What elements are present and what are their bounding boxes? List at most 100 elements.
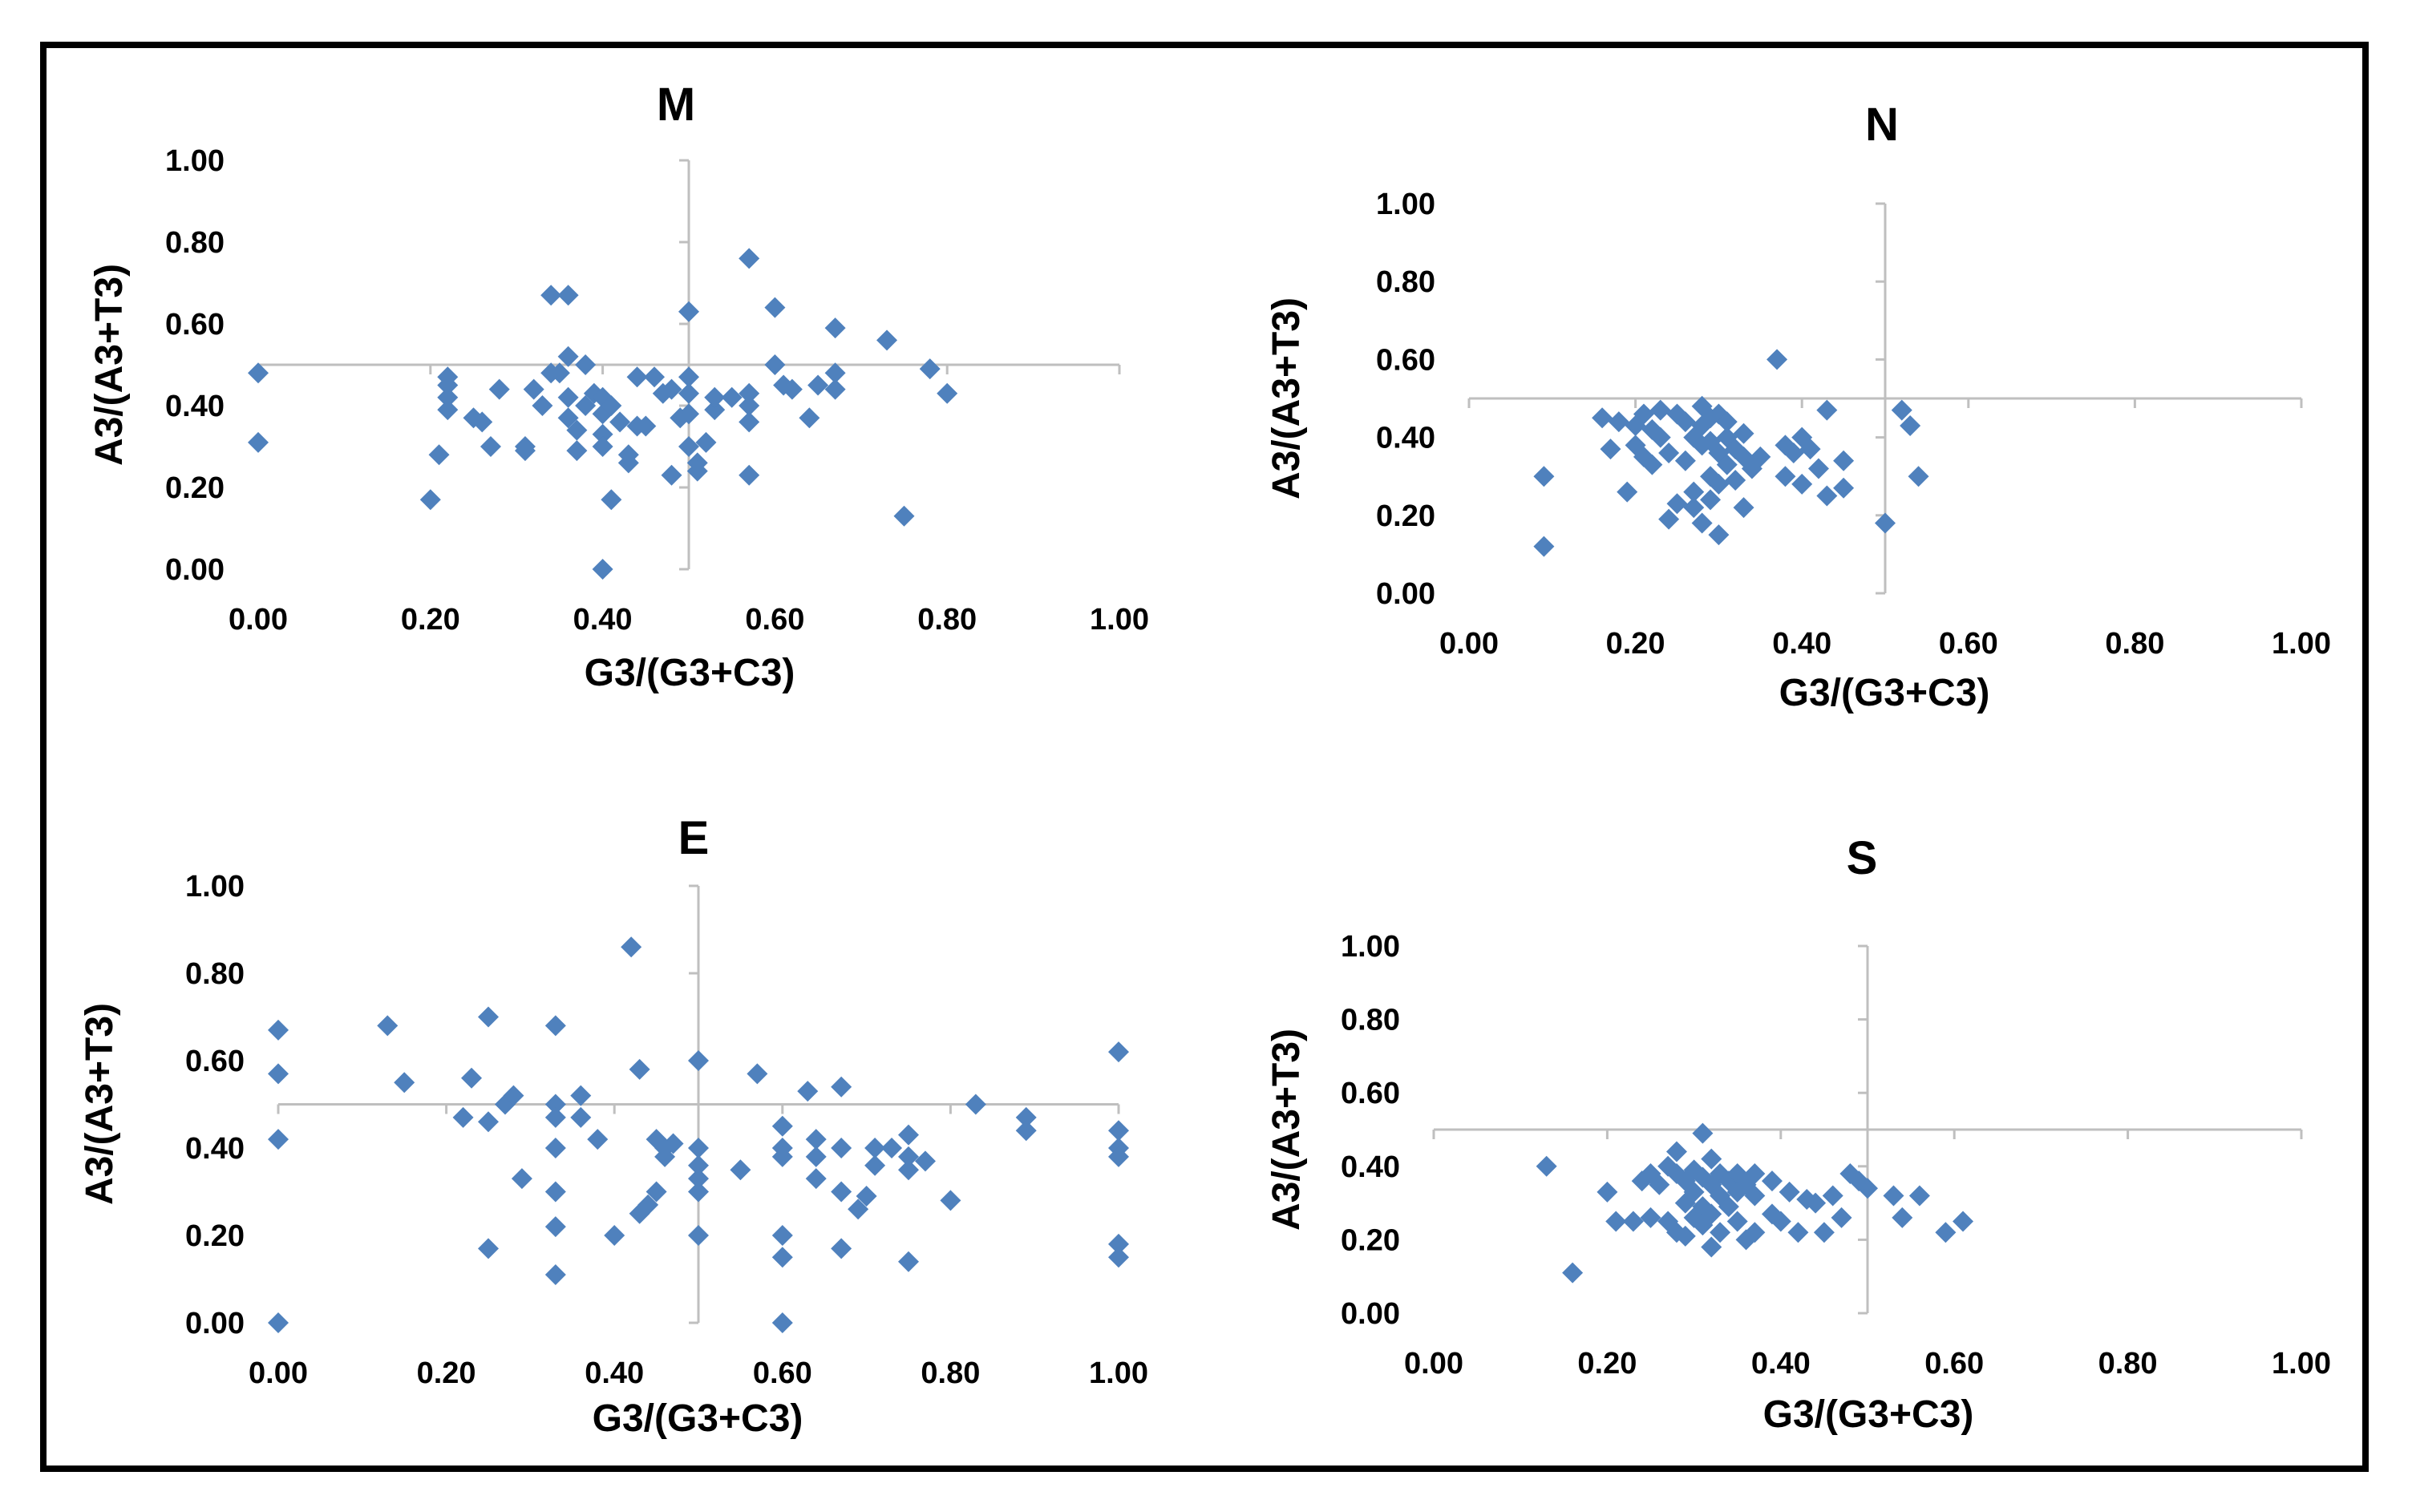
data-point bbox=[377, 1015, 399, 1037]
panel-m: 0.00 0.20 0.40 0.60 0.80 1.00 0.00 0.20 0.40 0.60… bbox=[88, 79, 1149, 694]
data-point bbox=[1622, 1211, 1644, 1232]
data-point bbox=[478, 1111, 499, 1133]
data-point bbox=[557, 346, 579, 367]
data-point bbox=[566, 419, 588, 441]
panel-e: 0.00 0.20 0.40 0.60 0.80 1.00 0.00 0.20 0.40 0.60… bbox=[79, 812, 1148, 1440]
data-point bbox=[488, 378, 510, 400]
x-tick-label: 0.60 bbox=[1939, 627, 1998, 661]
data-point bbox=[617, 444, 639, 466]
data-point bbox=[695, 431, 717, 453]
data-point bbox=[540, 285, 562, 306]
data-point bbox=[678, 403, 699, 425]
data-point bbox=[771, 1115, 793, 1137]
y-tick-label: 0.00 bbox=[1376, 577, 1435, 611]
data-point bbox=[1597, 1181, 1618, 1203]
y-tick-label: 0.40 bbox=[1341, 1150, 1400, 1184]
data-point bbox=[644, 366, 666, 388]
data-point bbox=[629, 1058, 650, 1080]
data-point bbox=[268, 1019, 289, 1041]
data-point bbox=[575, 354, 597, 375]
data-point bbox=[592, 423, 613, 445]
data-point bbox=[544, 1216, 566, 1238]
data-point bbox=[570, 1106, 592, 1128]
data-point bbox=[661, 464, 682, 486]
data-point bbox=[721, 386, 743, 408]
data-point bbox=[898, 1251, 919, 1272]
data-point bbox=[1733, 497, 1754, 519]
data-point bbox=[1892, 1207, 1913, 1228]
y-tick-label: 0.00 bbox=[165, 553, 225, 587]
data-point bbox=[587, 1129, 609, 1150]
data-point bbox=[1701, 1236, 1722, 1258]
data-point bbox=[480, 436, 501, 457]
data-point bbox=[688, 1225, 709, 1246]
data-point bbox=[893, 505, 915, 527]
data-point bbox=[898, 1146, 919, 1167]
data-point bbox=[686, 460, 708, 482]
y-tick-label: 0.20 bbox=[165, 471, 225, 505]
data-point bbox=[1533, 466, 1555, 487]
data-point bbox=[523, 378, 544, 400]
data-point bbox=[532, 395, 553, 416]
y-tick-label: 0.40 bbox=[1376, 422, 1435, 455]
data-point bbox=[1674, 1225, 1696, 1247]
data-point bbox=[1108, 1041, 1129, 1063]
data-point bbox=[805, 1129, 827, 1150]
data-point bbox=[461, 1067, 483, 1089]
data-point bbox=[1683, 481, 1705, 503]
data-point bbox=[601, 395, 622, 416]
data-point bbox=[1783, 443, 1804, 464]
data-point bbox=[688, 1050, 709, 1071]
x-tick-label: 0.80 bbox=[917, 603, 977, 637]
data-point bbox=[1816, 485, 1838, 507]
data-point bbox=[1641, 454, 1663, 475]
data-point bbox=[739, 395, 760, 416]
data-point bbox=[1649, 427, 1671, 448]
data-point bbox=[654, 1146, 676, 1167]
x-tick-label: 0.80 bbox=[921, 1356, 980, 1390]
data-point bbox=[1701, 1148, 1722, 1170]
data-point bbox=[940, 1190, 961, 1211]
x-tick-label: 0.60 bbox=[1924, 1347, 1984, 1381]
data-point bbox=[1900, 415, 1921, 437]
y-tick-label: 0.20 bbox=[1376, 499, 1435, 533]
data-point bbox=[1775, 466, 1796, 487]
x-tick-label: 0.40 bbox=[573, 603, 633, 637]
data-point bbox=[1787, 1222, 1809, 1243]
data-point bbox=[592, 559, 613, 580]
data-point bbox=[1891, 399, 1912, 421]
data-point bbox=[1744, 1162, 1766, 1184]
data-point bbox=[437, 386, 459, 408]
data-point bbox=[1674, 411, 1696, 433]
data-point bbox=[645, 1181, 667, 1203]
data-point bbox=[1725, 470, 1746, 491]
data-point bbox=[544, 1094, 566, 1115]
data-point bbox=[503, 1085, 524, 1106]
y-tick-label: 0.00 bbox=[185, 1307, 245, 1340]
data-point bbox=[1536, 1155, 1557, 1177]
data-point bbox=[1649, 399, 1671, 421]
data-point bbox=[1708, 473, 1730, 495]
data-point bbox=[635, 415, 657, 437]
data-point bbox=[824, 317, 846, 339]
data-point bbox=[848, 1199, 869, 1220]
x-tick-label: 0.20 bbox=[417, 1356, 476, 1390]
data-point bbox=[621, 936, 642, 958]
y-tick-label: 0.60 bbox=[1376, 343, 1435, 377]
data-point bbox=[248, 362, 269, 384]
data-point bbox=[914, 1150, 936, 1172]
data-point bbox=[570, 1085, 592, 1106]
data-point bbox=[566, 440, 588, 462]
data-point bbox=[1779, 1181, 1800, 1203]
data-point bbox=[1908, 1185, 1930, 1207]
x-tick-label: 0.20 bbox=[1577, 1347, 1637, 1381]
panel-n-y-axis-label: A3/(A3+T3) bbox=[1265, 297, 1308, 499]
data-point bbox=[1831, 1207, 1852, 1228]
data-point bbox=[428, 444, 450, 466]
data-point bbox=[678, 436, 699, 457]
x-tick-label: 1.00 bbox=[2272, 1347, 2331, 1381]
panel-e-x-axis-label: G3/(G3+C3) bbox=[593, 1397, 803, 1440]
data-point bbox=[1767, 349, 1788, 370]
data-point bbox=[688, 1181, 709, 1203]
data-point bbox=[678, 301, 699, 322]
